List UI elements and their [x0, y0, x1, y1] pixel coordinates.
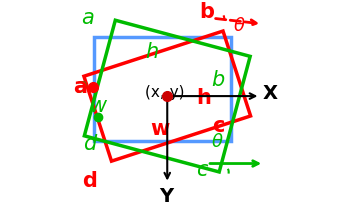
Text: d: d: [83, 171, 97, 191]
Text: a: a: [74, 77, 86, 97]
Text: c: c: [196, 160, 207, 180]
Text: Y: Y: [159, 187, 173, 206]
Text: d: d: [83, 134, 97, 154]
Text: c: c: [212, 116, 225, 136]
Text: h: h: [196, 88, 211, 108]
Text: b: b: [211, 70, 224, 90]
Text: θ: θ: [212, 133, 223, 151]
Text: a: a: [73, 77, 87, 97]
Text: X: X: [262, 84, 277, 103]
Text: w: w: [89, 96, 106, 116]
Text: (x, y): (x, y): [146, 85, 185, 100]
Text: a: a: [81, 8, 94, 28]
Text: b: b: [200, 2, 215, 22]
Text: w: w: [150, 119, 169, 139]
Text: θ: θ: [234, 17, 245, 35]
Text: h: h: [146, 42, 159, 62]
